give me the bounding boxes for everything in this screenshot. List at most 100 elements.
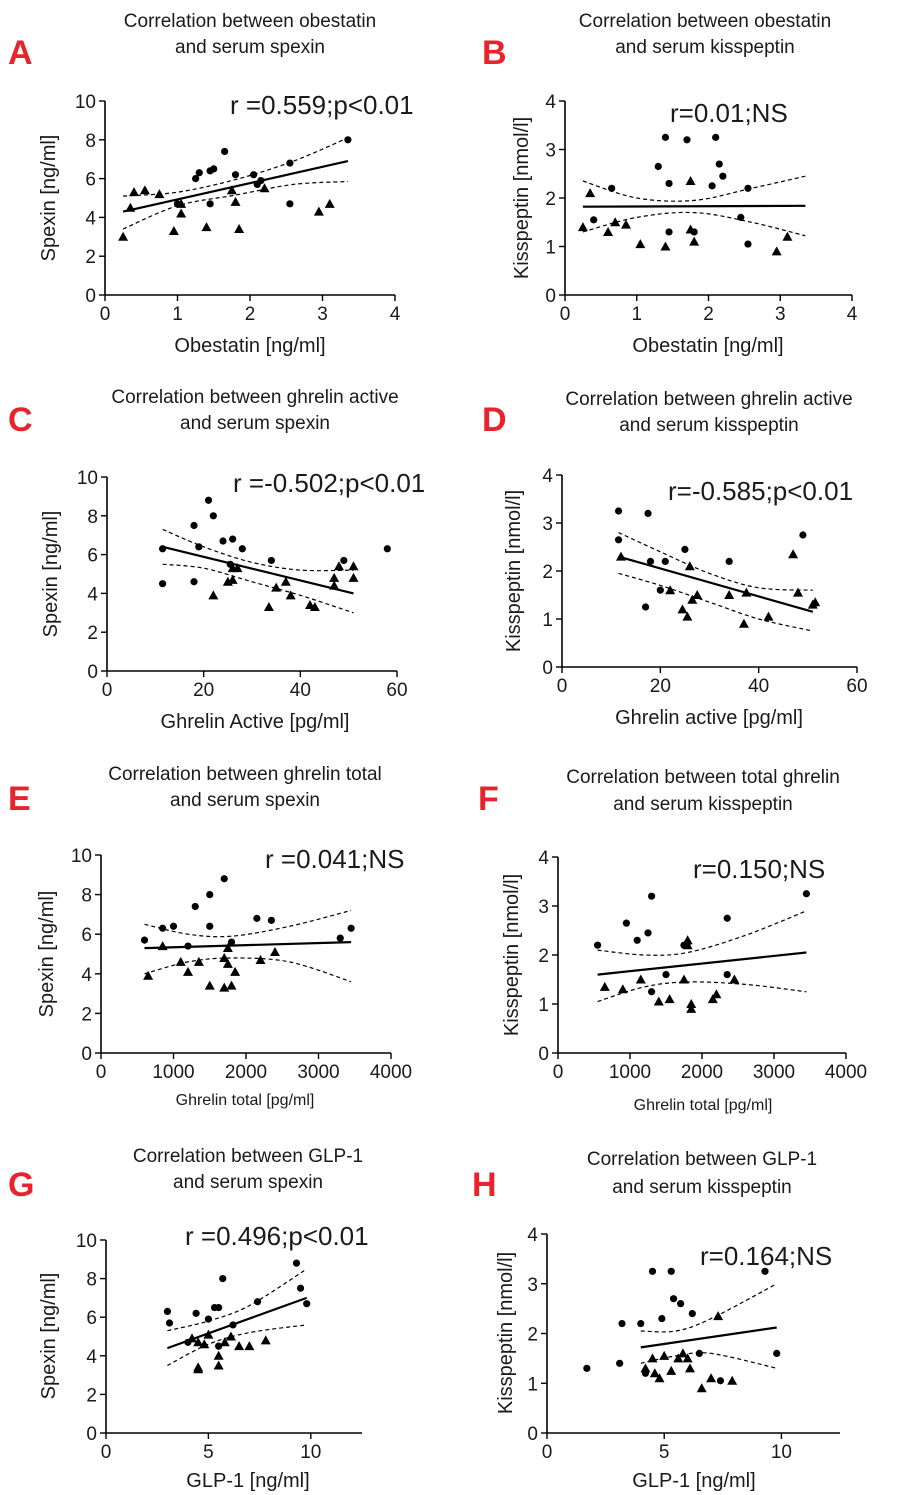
data-point-circle xyxy=(190,521,198,530)
data-point-circle xyxy=(648,988,656,996)
data-point-triangle xyxy=(738,618,749,628)
x-axis-title: Ghrelin total [pg/ml] xyxy=(634,1097,773,1114)
x-tick-label: 0 xyxy=(96,1062,107,1083)
y-tick-label: 0 xyxy=(85,286,96,307)
data-point-triangle xyxy=(682,940,693,950)
data-point-triangle xyxy=(260,1335,271,1345)
y-tick-label: 2 xyxy=(538,946,549,967)
y-tick-label: 2 xyxy=(545,189,556,210)
data-point-triangle xyxy=(684,1363,695,1373)
y-tick-label: 1 xyxy=(538,995,549,1016)
y-tick-label: 4 xyxy=(85,208,96,229)
data-point-triangle xyxy=(782,231,793,241)
correlation-stat: r =0.559;p<0.01 xyxy=(230,90,414,120)
data-point-triangle xyxy=(810,597,821,607)
data-point-circle xyxy=(220,875,228,883)
y-tick-label: 0 xyxy=(527,1424,538,1445)
data-point-triangle xyxy=(617,984,628,994)
data-point-triangle xyxy=(666,1365,677,1375)
data-point-triangle xyxy=(193,956,204,966)
y-axis-title: Kisspeptin [nmol/l] xyxy=(511,117,533,279)
y-tick-label: 2 xyxy=(542,562,553,583)
y-tick-label: 1 xyxy=(527,1374,538,1395)
data-point-triangle xyxy=(577,222,588,232)
data-point-triangle xyxy=(226,980,237,990)
data-point-triangle xyxy=(125,202,136,212)
regression-line xyxy=(582,204,806,208)
data-point-triangle xyxy=(686,1003,697,1013)
data-point-circle xyxy=(716,1377,725,1385)
x-tick-label: 1 xyxy=(631,304,642,325)
chart-title-line: and serum kisspeptin xyxy=(613,794,793,815)
data-point-triangle xyxy=(199,1339,210,1349)
data-point-circle xyxy=(744,240,752,248)
chart-title-line: and serum spexin xyxy=(170,790,320,811)
data-point-triangle xyxy=(741,587,752,597)
data-point-triangle xyxy=(139,185,150,195)
data-point-triangle xyxy=(213,1350,224,1360)
data-point-triangle xyxy=(183,966,193,976)
correlation-stat: r =0.496;p<0.01 xyxy=(185,1221,369,1251)
data-point-circle xyxy=(253,180,261,189)
data-point-triangle xyxy=(313,206,324,216)
data-point-circle xyxy=(192,175,200,183)
ci-lower-band xyxy=(162,563,354,614)
data-point-triangle xyxy=(285,590,296,600)
data-point-circle xyxy=(744,184,752,192)
y-tick-label: 8 xyxy=(81,886,92,907)
x-tick-label: 2 xyxy=(703,304,714,325)
data-point-triangle xyxy=(653,996,664,1006)
data-point-circle xyxy=(215,1303,223,1312)
data-point-triangle xyxy=(679,974,689,984)
data-point-triangle xyxy=(222,958,233,968)
data-point-triangle xyxy=(665,585,676,595)
data-point-circle xyxy=(158,545,167,553)
data-point-triangle xyxy=(348,561,359,571)
panel-letter: F xyxy=(478,780,499,818)
panel-letter: G xyxy=(8,1166,34,1204)
data-point-circle xyxy=(286,200,294,208)
x-tick-label: 0 xyxy=(100,304,111,325)
data-point-circle xyxy=(656,586,664,594)
panel-a: A Correlation between obestatin and serum … xyxy=(8,11,414,357)
y-tick-label: 0 xyxy=(538,1044,549,1065)
data-point-circle xyxy=(184,942,192,950)
y-tick-label: 2 xyxy=(87,623,98,644)
y-tick-label: 4 xyxy=(87,584,98,605)
y-tick-label: 8 xyxy=(87,507,98,528)
data-point-triangle xyxy=(329,580,340,590)
y-tick-label: 3 xyxy=(542,514,553,535)
ci-upper-band xyxy=(162,528,354,572)
chart-title-line: Correlation between GLP-1 xyxy=(587,1149,817,1170)
x-axis-title: GLP-1 [ng/ml] xyxy=(632,1470,755,1492)
data-point-circle xyxy=(669,1295,678,1303)
panel-b: B Correlation between obestatin and serum … xyxy=(482,11,858,357)
data-point-circle xyxy=(292,1259,301,1267)
y-tick-label: 2 xyxy=(527,1325,538,1346)
panel-f: F Correlation between total ghrelin and se… xyxy=(478,767,867,1114)
chart-title-line: and serum spexin xyxy=(175,37,325,58)
data-point-circle xyxy=(723,971,731,979)
data-point-triangle xyxy=(219,952,230,962)
regression-line xyxy=(618,555,814,613)
data-point-triangle xyxy=(204,980,215,990)
data-point-triangle xyxy=(348,572,359,582)
data-point-triangle xyxy=(334,561,344,571)
correlation-stat: r=-0.585;p<0.01 xyxy=(668,476,853,506)
chart-title-line: Correlation between total ghrelin xyxy=(566,767,840,788)
data-point-circle xyxy=(192,1309,200,1317)
data-point-triangle xyxy=(682,1353,693,1363)
data-point-triangle xyxy=(771,246,782,256)
x-tick-label: 1 xyxy=(172,304,183,325)
data-point-triangle xyxy=(187,1333,198,1343)
x-axis-title: GLP-1 [ng/ml] xyxy=(186,1470,309,1492)
data-point-circle xyxy=(206,200,214,208)
data-point-circle xyxy=(616,1359,624,1367)
x-axis-title: Obestatin [ng/ml] xyxy=(632,335,783,357)
data-point-triangle xyxy=(689,236,700,246)
y-tick-label: 0 xyxy=(81,1044,92,1065)
x-tick-label: 4 xyxy=(847,304,858,325)
x-axis-title: Ghrelin total [pg/ml] xyxy=(176,1092,315,1109)
data-point-circle xyxy=(336,934,344,942)
data-point-circle xyxy=(681,545,689,554)
